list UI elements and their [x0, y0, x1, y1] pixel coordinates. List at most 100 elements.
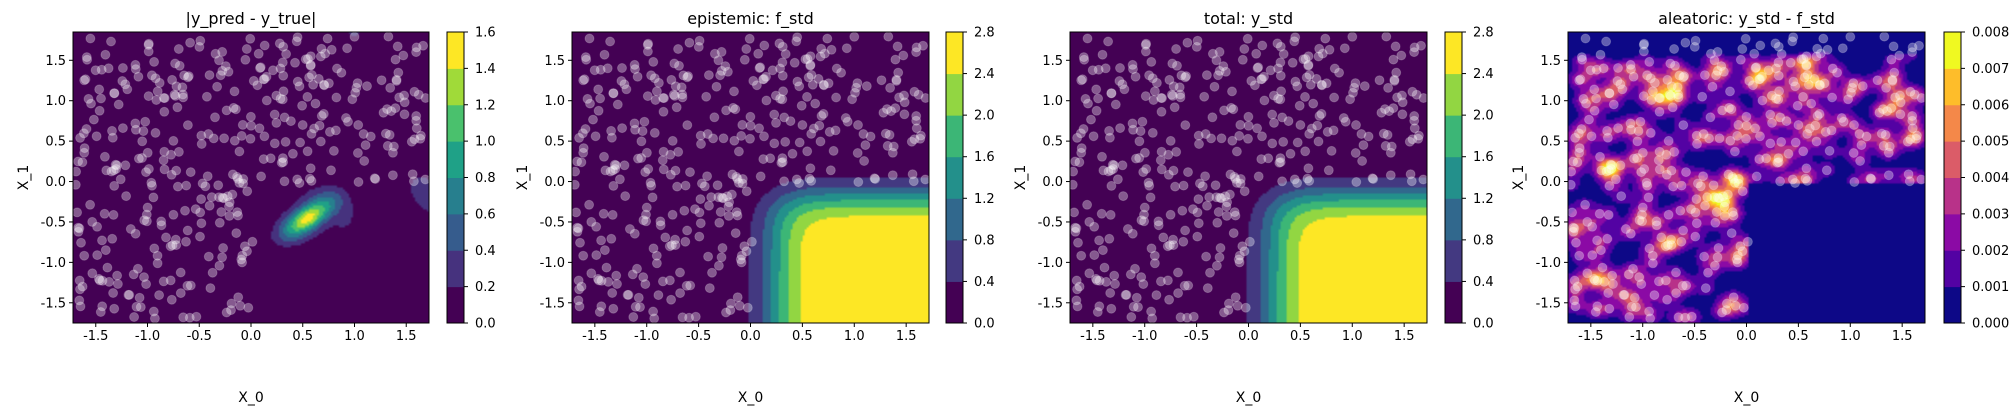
- training-point: [148, 306, 159, 317]
- training-point: [1114, 76, 1125, 86]
- training-point: [1602, 125, 1613, 136]
- colorbar-tick-label: 2.4: [974, 67, 995, 82]
- training-point: [107, 125, 117, 136]
- training-point: [315, 136, 326, 147]
- training-point: [581, 54, 592, 65]
- training-point: [1651, 220, 1662, 231]
- training-point: [643, 164, 654, 174]
- training-point: [1591, 93, 1602, 104]
- training-point: [1582, 216, 1593, 227]
- training-point: [1237, 241, 1248, 252]
- training-point: [865, 131, 876, 142]
- training-point: [657, 155, 668, 166]
- training-point: [1729, 177, 1740, 188]
- x-tick-label: 0.0: [1736, 329, 1757, 344]
- training-point: [708, 133, 719, 144]
- training-point: [1164, 294, 1175, 305]
- training-point: [748, 75, 759, 86]
- training-point: [102, 262, 113, 273]
- training-point: [185, 37, 196, 48]
- training-point: [1201, 251, 1212, 262]
- training-point: [175, 288, 186, 299]
- training-point: [1356, 129, 1367, 139]
- training-point: [1224, 189, 1235, 200]
- training-point: [411, 47, 422, 58]
- training-point: [1874, 107, 1885, 118]
- training-point: [237, 250, 248, 261]
- training-point: [1298, 54, 1309, 65]
- training-point: [1146, 306, 1157, 317]
- training-point: [607, 165, 618, 176]
- training-point: [1785, 57, 1796, 68]
- training-point: [894, 92, 905, 103]
- training-point: [1690, 231, 1701, 242]
- training-point: [1239, 246, 1250, 257]
- colorbar-tick-label: 1.4: [475, 62, 496, 77]
- training-point: [1727, 207, 1738, 218]
- training-point: [1757, 95, 1768, 106]
- training-point: [576, 157, 587, 168]
- training-point: [1737, 246, 1748, 257]
- training-point: [107, 132, 118, 143]
- training-point: [906, 136, 917, 147]
- training-point: [159, 93, 170, 104]
- training-point: [287, 148, 298, 159]
- training-point: [1237, 54, 1248, 65]
- training-point: [1155, 276, 1166, 287]
- training-point: [1183, 280, 1194, 291]
- training-point: [281, 49, 292, 59]
- training-point: [578, 250, 589, 261]
- training-point: [667, 135, 678, 146]
- colorbar-tick-label: 0.004: [1972, 171, 2009, 186]
- training-point: [1773, 94, 1784, 105]
- training-point: [228, 102, 239, 113]
- training-point: [156, 220, 167, 231]
- colorbar-tick-label: 0.4: [974, 275, 995, 290]
- training-point: [74, 275, 85, 286]
- training-point: [369, 173, 380, 184]
- training-point: [1345, 94, 1356, 105]
- training-point: [789, 57, 800, 68]
- training-point: [99, 151, 110, 162]
- training-point: [221, 105, 232, 116]
- training-point: [671, 102, 682, 113]
- colorbar-tick-label: 0.006: [1972, 98, 2009, 113]
- training-point: [81, 124, 92, 134]
- training-point: [1139, 209, 1149, 220]
- training-point: [1849, 120, 1859, 130]
- training-point: [1144, 180, 1155, 191]
- x-tick-label: 1.5: [396, 329, 417, 344]
- training-point: [1389, 74, 1400, 85]
- training-point: [755, 62, 766, 73]
- training-point: [265, 153, 276, 164]
- y-tick-label: 0.5: [1540, 135, 1561, 150]
- training-point: [1719, 201, 1730, 212]
- training-point: [576, 281, 587, 292]
- training-point: [1091, 273, 1101, 284]
- training-point: [1569, 223, 1580, 234]
- training-point: [1093, 93, 1104, 104]
- training-point: [596, 235, 607, 246]
- training-point: [1902, 136, 1913, 147]
- training-point: [411, 123, 422, 134]
- training-point: [1275, 41, 1286, 52]
- training-point: [236, 254, 247, 265]
- training-point: [1397, 109, 1408, 120]
- training-point: [1700, 200, 1710, 211]
- training-point: [682, 72, 693, 83]
- training-point: [745, 120, 756, 131]
- training-point: [306, 128, 317, 139]
- training-point: [1104, 132, 1115, 143]
- training-point: [1082, 199, 1093, 210]
- training-point: [1838, 116, 1849, 127]
- training-point: [1340, 116, 1351, 127]
- training-point: [612, 279, 622, 289]
- training-point: [653, 290, 664, 301]
- training-point: [1223, 298, 1234, 309]
- training-point: [1679, 71, 1690, 82]
- training-point: [1140, 91, 1151, 102]
- training-point: [178, 312, 189, 323]
- colorbar-segment: [1445, 281, 1462, 324]
- training-point: [672, 181, 683, 192]
- training-point: [297, 100, 308, 111]
